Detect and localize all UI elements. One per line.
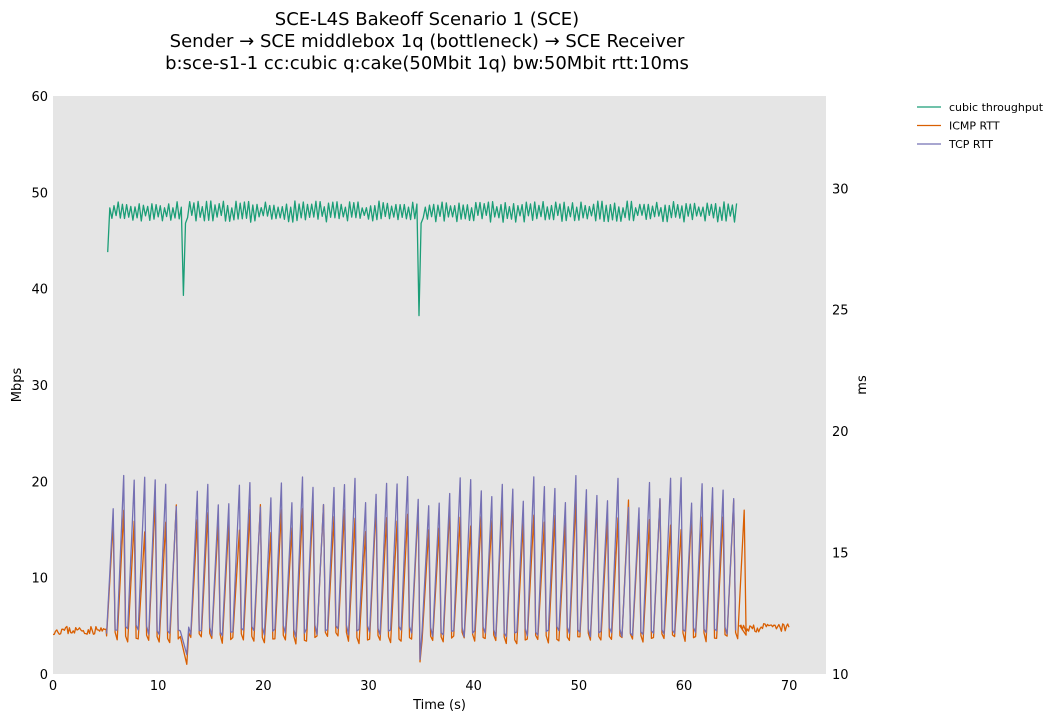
- x-tick-label: 30: [360, 679, 377, 694]
- legend-label: TCP RTT: [948, 138, 993, 151]
- y2-axis-label: ms: [855, 375, 870, 395]
- y-tick-labels: 0 10 20 30 40 50 60: [31, 90, 48, 683]
- y-axis-label: Mbps: [10, 368, 25, 403]
- chart-title-line-3: b:sce-s1-1 cc:cubic q:cake(50Mbit 1q) bw…: [165, 53, 689, 74]
- y-tick-label: 40: [31, 283, 48, 298]
- series-line-cubic-throughput: [107, 200, 738, 317]
- y2-tick-label: 25: [832, 304, 849, 319]
- y-tick-label: 10: [31, 572, 48, 587]
- y2-tick-label: 20: [832, 425, 849, 440]
- plot-area: [53, 96, 826, 674]
- x-tick-label: 40: [465, 679, 482, 694]
- y-tick-label: 20: [31, 475, 48, 490]
- y-tick-label: 0: [40, 668, 48, 683]
- chart-title-line-1: SCE-L4S Bakeoff Scenario 1 (SCE): [275, 9, 579, 30]
- y-tick-label: 30: [31, 379, 48, 394]
- x-tick-label: 50: [571, 679, 588, 694]
- y2-tick-label: 10: [832, 668, 849, 683]
- legend-label: cubic throughput: [949, 101, 1044, 114]
- y-tick-label: 50: [31, 186, 48, 201]
- x-tick-label: 0: [49, 679, 57, 694]
- y-tick-label: 60: [31, 90, 48, 105]
- x-tick-label: 10: [150, 679, 167, 694]
- legend: cubic throughput ICMP RTT TCP RTT: [917, 101, 1044, 151]
- series-layer: [52, 200, 790, 665]
- series-line-tcp-rtt: [105, 474, 737, 661]
- y2-tick-label: 30: [832, 182, 849, 197]
- legend-label: ICMP RTT: [949, 120, 1000, 133]
- x-tick-label: 70: [781, 679, 798, 694]
- x-tick-label: 60: [676, 679, 693, 694]
- y2-tick-label: 15: [832, 547, 849, 562]
- y2-tick-labels: 10 15 20 25 30: [832, 182, 849, 683]
- x-tick-labels: 0 10 20 30 40 50 60 70: [49, 679, 798, 694]
- chart-title-line-2: Sender → SCE middlebox 1q (bottleneck) →…: [170, 31, 685, 52]
- x-axis-label: Time (s): [412, 698, 466, 713]
- x-tick-label: 20: [255, 679, 272, 694]
